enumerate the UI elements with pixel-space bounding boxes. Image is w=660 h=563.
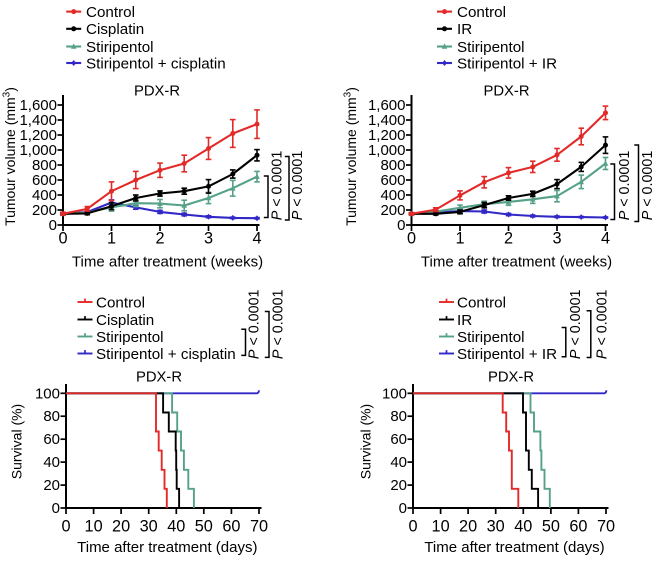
svg-text:1,600: 1,600 [368, 97, 406, 114]
svg-text:60: 60 [390, 431, 407, 448]
svg-text:20: 20 [112, 517, 130, 535]
svg-text:600: 600 [32, 172, 57, 189]
svg-text:Stiripentol + cisplatin: Stiripentol + cisplatin [96, 346, 236, 363]
svg-text:0: 0 [52, 500, 60, 517]
svg-text:P < 0.0001: P < 0.0001 [568, 289, 584, 359]
svg-text:Cisplatin: Cisplatin [86, 21, 144, 38]
svg-text:2: 2 [504, 229, 513, 247]
svg-text:Time after treatment (days): Time after treatment (days) [77, 539, 257, 556]
svg-text:P < 0.0001: P < 0.0001 [594, 289, 610, 359]
svg-text:1: 1 [455, 229, 464, 247]
svg-text:20: 20 [43, 477, 60, 494]
svg-text:0: 0 [58, 229, 67, 247]
svg-text:Control: Control [457, 4, 506, 21]
svg-text:40: 40 [514, 517, 532, 535]
svg-text:70: 70 [250, 517, 268, 535]
svg-text:P < 0.0001: P < 0.0001 [640, 151, 656, 221]
svg-text:100: 100 [382, 385, 407, 402]
svg-text:1,200: 1,200 [19, 127, 57, 144]
svg-text:Survival (%): Survival (%) [357, 404, 373, 479]
svg-text:P < 0.0001: P < 0.0001 [617, 151, 633, 221]
svg-text:1,200: 1,200 [368, 127, 406, 144]
svg-text:IR: IR [457, 312, 472, 329]
svg-text:IR: IR [457, 21, 472, 38]
svg-text:60: 60 [569, 517, 587, 535]
svg-text:1,000: 1,000 [19, 142, 57, 159]
svg-text:Tumour volume (mm3): Tumour volume (mm3) [342, 87, 359, 226]
svg-text:Stiripentol: Stiripentol [457, 39, 525, 56]
svg-text:10: 10 [85, 517, 103, 535]
svg-text:P < 0.0001: P < 0.0001 [290, 151, 306, 221]
svg-text:20: 20 [390, 477, 407, 494]
svg-text:Time after treatment (weeks): Time after treatment (weeks) [72, 254, 263, 271]
svg-text:Time after treatment (weeks): Time after treatment (weeks) [421, 254, 612, 271]
svg-text:Stiripentol + IR: Stiripentol + IR [457, 55, 557, 72]
svg-text:50: 50 [542, 517, 560, 535]
svg-text:1: 1 [107, 229, 116, 247]
svg-text:0: 0 [407, 229, 416, 247]
svg-text:40: 40 [167, 517, 185, 535]
svg-text:400: 400 [32, 187, 57, 204]
svg-text:Survival (%): Survival (%) [8, 404, 24, 479]
svg-text:P < 0.0001: P < 0.0001 [246, 289, 262, 359]
svg-text:Control: Control [86, 4, 135, 21]
svg-text:0: 0 [49, 217, 57, 234]
svg-text:80: 80 [390, 408, 407, 425]
svg-text:Cisplatin: Cisplatin [96, 312, 154, 329]
svg-text:200: 200 [380, 202, 405, 219]
svg-text:800: 800 [32, 157, 57, 174]
svg-text:1,600: 1,600 [19, 97, 57, 114]
svg-text:30: 30 [487, 517, 505, 535]
svg-text:P < 0.0001: P < 0.0001 [271, 289, 287, 359]
svg-text:600: 600 [380, 172, 405, 189]
svg-text:400: 400 [380, 187, 405, 204]
svg-text:0: 0 [397, 217, 405, 234]
svg-text:Time after treatment (days): Time after treatment (days) [424, 539, 604, 556]
svg-text:Stiripentol: Stiripentol [86, 39, 154, 56]
svg-text:30: 30 [140, 517, 158, 535]
svg-text:Control: Control [96, 294, 145, 311]
svg-text:2: 2 [155, 229, 164, 247]
svg-text:3: 3 [204, 229, 213, 247]
svg-text:50: 50 [195, 517, 213, 535]
svg-text:4: 4 [601, 229, 610, 247]
svg-text:4: 4 [252, 229, 261, 247]
svg-text:Control: Control [457, 294, 506, 311]
svg-text:P < 0.0001: P < 0.0001 [270, 151, 286, 221]
svg-text:20: 20 [459, 517, 477, 535]
svg-text:PDX-R: PDX-R [488, 370, 534, 386]
svg-text:70: 70 [597, 517, 615, 535]
svg-text:3: 3 [552, 229, 561, 247]
svg-text:200: 200 [32, 202, 57, 219]
svg-text:0: 0 [61, 517, 70, 535]
svg-text:60: 60 [43, 431, 60, 448]
svg-text:PDX-R: PDX-R [483, 84, 529, 100]
svg-text:Stiripentol: Stiripentol [96, 329, 164, 346]
svg-text:40: 40 [390, 454, 407, 471]
svg-text:Stiripentol + IR: Stiripentol + IR [457, 346, 557, 363]
svg-text:1,400: 1,400 [19, 112, 57, 129]
svg-text:PDX-R: PDX-R [134, 84, 180, 100]
svg-text:0: 0 [399, 500, 407, 517]
svg-text:Stiripentol + cisplatin: Stiripentol + cisplatin [86, 55, 226, 72]
svg-text:60: 60 [222, 517, 240, 535]
svg-text:100: 100 [35, 385, 60, 402]
svg-text:40: 40 [43, 454, 60, 471]
svg-text:1,400: 1,400 [368, 112, 406, 129]
svg-text:0: 0 [408, 517, 417, 535]
svg-text:10: 10 [432, 517, 450, 535]
svg-text:PDX-R: PDX-R [136, 370, 182, 386]
svg-text:Stiripentol: Stiripentol [457, 329, 525, 346]
svg-text:1,000: 1,000 [368, 142, 406, 159]
svg-text:800: 800 [380, 157, 405, 174]
svg-text:Tumour volume (mm3): Tumour volume (mm3) [1, 87, 18, 226]
svg-text:80: 80 [43, 408, 60, 425]
